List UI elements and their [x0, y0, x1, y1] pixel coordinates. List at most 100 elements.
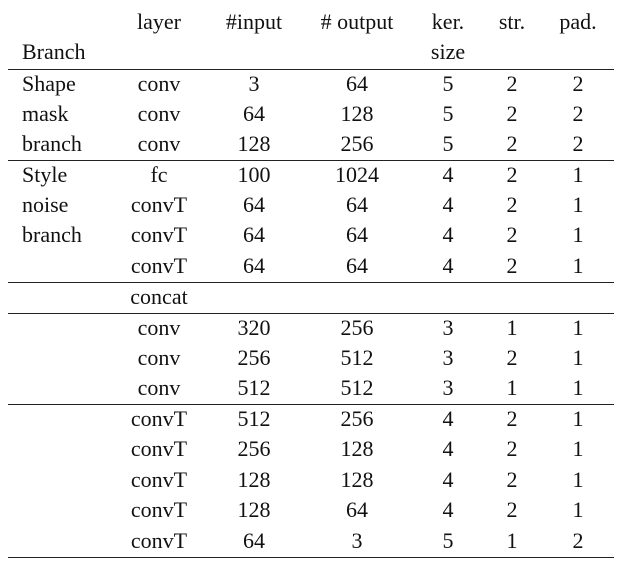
cell-stride: 2	[506, 71, 518, 96]
cell-stride: 2	[506, 101, 518, 126]
cell-input: 512	[237, 406, 271, 431]
cell-stride: 2	[506, 467, 518, 492]
cell-layer: conv	[137, 131, 181, 156]
cell-input: 100	[237, 162, 271, 187]
cell-stride: 2	[506, 497, 518, 522]
cell-output: 128	[340, 436, 374, 461]
cell-output: 64	[346, 71, 368, 96]
cell-output: 64	[346, 497, 368, 522]
cell-kernel: 4	[442, 406, 454, 431]
cell-kernel: 3	[442, 315, 454, 340]
cell-padding: 1	[572, 222, 584, 247]
header-kernel-line2: size	[430, 39, 466, 64]
cell-branch: branch	[22, 222, 82, 247]
cell-layer: convT	[130, 436, 188, 461]
cell-output: 64	[346, 253, 368, 278]
cell-input: 128	[237, 467, 271, 492]
cell-layer: convT	[130, 253, 188, 278]
rule-shape-branch-end	[8, 160, 614, 161]
cell-padding: 1	[572, 467, 584, 492]
cell-padding: 1	[572, 192, 584, 217]
cell-padding: 1	[572, 375, 584, 400]
cell-padding: 2	[572, 528, 584, 553]
cell-layer: fc	[150, 162, 168, 187]
header-branch: Branch	[22, 39, 86, 64]
cell-padding: 1	[572, 406, 584, 431]
cell-kernel: 5	[442, 71, 454, 96]
cell-kernel: 4	[442, 497, 454, 522]
cell-layer: conv	[137, 101, 181, 126]
cell-input: 64	[243, 192, 265, 217]
cell-input: 320	[237, 315, 271, 340]
header-layer: layer	[137, 9, 181, 34]
cell-kernel: 3	[442, 345, 454, 370]
cell-input: 64	[243, 222, 265, 247]
cell-stride: 2	[506, 436, 518, 461]
cell-kernel: 4	[442, 222, 454, 247]
cell-layer: convT	[130, 497, 188, 522]
cell-input: 3	[248, 71, 260, 96]
cell-stride: 1	[506, 375, 518, 400]
cell-output: 512	[340, 345, 374, 370]
header-input: #input	[225, 9, 283, 34]
cell-input: 128	[237, 497, 271, 522]
cell-stride: 2	[506, 253, 518, 278]
cell-stride: 2	[506, 192, 518, 217]
cell-stride: 2	[506, 162, 518, 187]
cell-padding: 1	[572, 345, 584, 370]
rule-bottom	[8, 557, 614, 558]
cell-kernel: 4	[442, 162, 454, 187]
header-padding: pad.	[559, 9, 597, 34]
cell-layer: convT	[130, 222, 188, 247]
cell-stride: 2	[506, 406, 518, 431]
cell-kernel: 4	[442, 436, 454, 461]
cell-padding: 1	[572, 162, 584, 187]
cell-input: 256	[237, 436, 271, 461]
cell-padding: 1	[572, 315, 584, 340]
cell-output: 512	[340, 375, 374, 400]
cell-stride: 1	[506, 315, 518, 340]
rule-style-branch-end	[8, 282, 614, 283]
cell-padding: 1	[572, 497, 584, 522]
cell-kernel: 4	[442, 192, 454, 217]
cell-output: 64	[346, 222, 368, 247]
cell-input: 512	[237, 375, 271, 400]
cell-layer: convT	[130, 192, 188, 217]
cell-output: 128	[340, 467, 374, 492]
cell-kernel: 3	[442, 375, 454, 400]
cell-output: 3	[351, 528, 363, 553]
cell-stride: 2	[506, 345, 518, 370]
cell-layer: convT	[130, 406, 188, 431]
rule-conv-block-end	[8, 404, 614, 405]
cell-layer: conv	[137, 315, 181, 340]
cell-output: 1024	[335, 162, 379, 187]
cell-branch: mask	[22, 101, 69, 126]
cell-kernel: 5	[442, 131, 454, 156]
cell-padding: 2	[572, 131, 584, 156]
cell-input: 64	[243, 253, 265, 278]
cell-output: 256	[340, 406, 374, 431]
cell-kernel: 5	[442, 101, 454, 126]
cell-layer: convT	[130, 528, 188, 553]
cell-branch: Style	[22, 162, 68, 187]
cell-padding: 2	[572, 71, 584, 96]
cell-padding: 1	[572, 253, 584, 278]
cell-output: 64	[346, 192, 368, 217]
cell-kernel: 5	[442, 528, 454, 553]
cell-branch: branch	[22, 131, 82, 156]
cell-kernel: 4	[442, 467, 454, 492]
cell-padding: 2	[572, 101, 584, 126]
cell-branch: Shape	[22, 71, 76, 96]
cell-stride: 2	[506, 131, 518, 156]
rule-concat-end	[8, 313, 614, 314]
cell-layer: concat	[130, 284, 188, 309]
cell-kernel: 4	[442, 253, 454, 278]
header-output: # output	[320, 9, 394, 34]
cell-output: 256	[340, 131, 374, 156]
rule-header	[8, 69, 614, 70]
cell-branch: noise	[22, 192, 69, 217]
cell-stride: 1	[506, 528, 518, 553]
cell-layer: conv	[137, 71, 181, 96]
cell-output: 256	[340, 315, 374, 340]
